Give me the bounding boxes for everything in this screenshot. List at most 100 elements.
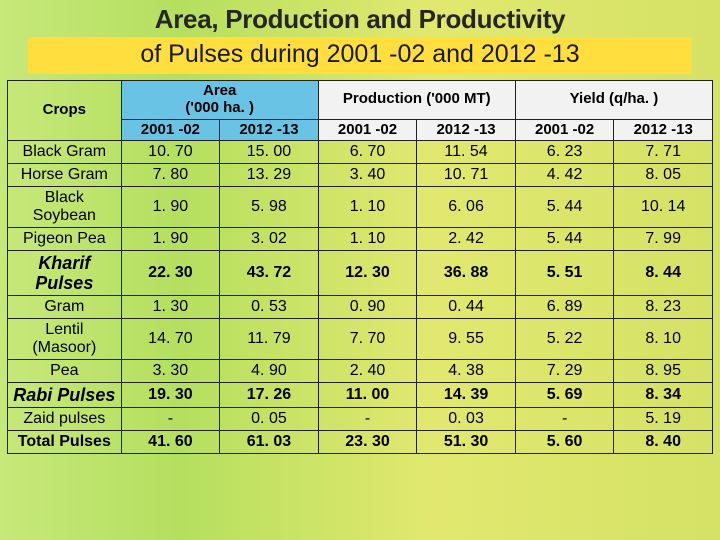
cell-value: 7. 71 xyxy=(614,141,713,164)
row-label: Black Soybean xyxy=(8,187,122,228)
cell-value: 8. 34 xyxy=(614,382,713,407)
cell-value: 43. 72 xyxy=(220,250,319,295)
header-row-1: Crops Area ('000 ha. ) Production ('000 … xyxy=(8,81,713,120)
row-label: Pigeon Pea xyxy=(8,228,122,251)
header-production: Production ('000 MT) xyxy=(318,81,515,120)
cell-value: 9. 55 xyxy=(417,319,516,360)
cell-value: 61. 03 xyxy=(220,430,319,453)
cell-value: 23. 30 xyxy=(318,430,417,453)
area-year-b: 2012 -13 xyxy=(220,119,319,141)
cell-value: 10. 71 xyxy=(417,164,516,187)
cell-value: 8. 10 xyxy=(614,319,713,360)
header-yield: Yield (q/ha. ) xyxy=(515,81,712,120)
cell-value: 0. 03 xyxy=(417,408,516,431)
cell-value: 3. 30 xyxy=(121,359,220,382)
cell-value: 5. 51 xyxy=(515,250,614,295)
cell-value: 14. 39 xyxy=(417,382,516,407)
cell-value: 4. 42 xyxy=(515,164,614,187)
cell-value: 5. 98 xyxy=(220,187,319,228)
cell-value: 51. 30 xyxy=(417,430,516,453)
cell-value: 1. 10 xyxy=(318,228,417,251)
cell-value: 11. 79 xyxy=(220,319,319,360)
title-line2: of Pulses during 2001 -02 and 2012 -13 xyxy=(34,40,686,69)
prod-year-a: 2001 -02 xyxy=(318,119,417,141)
cell-value: 6. 70 xyxy=(318,141,417,164)
cell-value: 7. 80 xyxy=(121,164,220,187)
row-label: Kharif Pulses xyxy=(8,250,122,295)
cell-value: 13. 29 xyxy=(220,164,319,187)
row-label: Total Pulses xyxy=(8,430,122,453)
row-label: Rabi Pulses xyxy=(8,382,122,407)
row-label: Zaid pulses xyxy=(8,408,122,431)
cell-value: 17. 26 xyxy=(220,382,319,407)
prod-year-b: 2012 -13 xyxy=(417,119,516,141)
row-label: Lentil (Masoor) xyxy=(8,319,122,360)
cell-value: 41. 60 xyxy=(121,430,220,453)
title-line1: Area, Production and Productivity xyxy=(0,4,720,35)
cell-value: 1. 90 xyxy=(121,187,220,228)
table-row: Zaid pulses-0. 05-0. 03-5. 19 xyxy=(8,408,713,431)
yield-year-b: 2012 -13 xyxy=(614,119,713,141)
cell-value: 6. 89 xyxy=(515,296,614,319)
cell-value: 8. 95 xyxy=(614,359,713,382)
cell-value: 22. 30 xyxy=(121,250,220,295)
cell-value: 15. 00 xyxy=(220,141,319,164)
table-row: Lentil (Masoor)14. 7011. 797. 709. 555. … xyxy=(8,319,713,360)
area-year-a: 2001 -02 xyxy=(121,119,220,141)
table-row: Kharif Pulses22. 3043. 7212. 3036. 885. … xyxy=(8,250,713,295)
table-row: Black Soybean1. 905. 981. 106. 065. 4410… xyxy=(8,187,713,228)
table-row: Gram1. 300. 530. 900. 446. 898. 23 xyxy=(8,296,713,319)
cell-value: 6. 06 xyxy=(417,187,516,228)
cell-value: - xyxy=(121,408,220,431)
cell-value: 7. 29 xyxy=(515,359,614,382)
cell-value: 0. 53 xyxy=(220,296,319,319)
cell-value: 1. 10 xyxy=(318,187,417,228)
cell-value: 1. 30 xyxy=(121,296,220,319)
cell-value: 12. 30 xyxy=(318,250,417,295)
cell-value: 5. 69 xyxy=(515,382,614,407)
cell-value: 1. 90 xyxy=(121,228,220,251)
row-label: Horse Gram xyxy=(8,164,122,187)
title-bar: of Pulses during 2001 -02 and 2012 -13 xyxy=(28,37,692,74)
cell-value: 2. 40 xyxy=(318,359,417,382)
cell-value: 19. 30 xyxy=(121,382,220,407)
cell-value: 3. 02 xyxy=(220,228,319,251)
cell-value: 10. 70 xyxy=(121,141,220,164)
cell-value: 5. 60 xyxy=(515,430,614,453)
table-row: Rabi Pulses19. 3017. 2611. 0014. 395. 69… xyxy=(8,382,713,407)
table-body: Black Gram10. 7015. 006. 7011. 546. 237.… xyxy=(8,141,713,453)
cell-value: 11. 00 xyxy=(318,382,417,407)
table-row: Black Gram10. 7015. 006. 7011. 546. 237.… xyxy=(8,141,713,164)
cell-value: 3. 40 xyxy=(318,164,417,187)
table-row: Pigeon Pea1. 903. 021. 102. 425. 447. 99 xyxy=(8,228,713,251)
yield-year-a: 2001 -02 xyxy=(515,119,614,141)
row-label: Gram xyxy=(8,296,122,319)
cell-value: 5. 22 xyxy=(515,319,614,360)
title-block: Area, Production and Productivity xyxy=(0,0,720,35)
cell-value: - xyxy=(515,408,614,431)
pulses-table: Crops Area ('000 ha. ) Production ('000 … xyxy=(7,80,713,454)
cell-value: 2. 42 xyxy=(417,228,516,251)
row-label: Pea xyxy=(8,359,122,382)
cell-value: 14. 70 xyxy=(121,319,220,360)
cell-value: 8. 40 xyxy=(614,430,713,453)
table-row: Horse Gram7. 8013. 293. 4010. 714. 428. … xyxy=(8,164,713,187)
cell-value: 5. 44 xyxy=(515,228,614,251)
cell-value: 5. 19 xyxy=(614,408,713,431)
table-row: Total Pulses41. 6061. 0323. 3051. 305. 6… xyxy=(8,430,713,453)
cell-value: 7. 70 xyxy=(318,319,417,360)
row-label: Black Gram xyxy=(8,141,122,164)
cell-value: - xyxy=(318,408,417,431)
table-row: Pea3. 304. 902. 404. 387. 298. 95 xyxy=(8,359,713,382)
cell-value: 0. 05 xyxy=(220,408,319,431)
header-crops: Crops xyxy=(8,81,122,141)
cell-value: 8. 05 xyxy=(614,164,713,187)
cell-value: 36. 88 xyxy=(417,250,516,295)
cell-value: 10. 14 xyxy=(614,187,713,228)
cell-value: 8. 44 xyxy=(614,250,713,295)
cell-value: 8. 23 xyxy=(614,296,713,319)
header-area: Area ('000 ha. ) xyxy=(121,81,318,120)
cell-value: 6. 23 xyxy=(515,141,614,164)
cell-value: 0. 90 xyxy=(318,296,417,319)
slide: Area, Production and Productivity of Pul… xyxy=(0,0,720,540)
